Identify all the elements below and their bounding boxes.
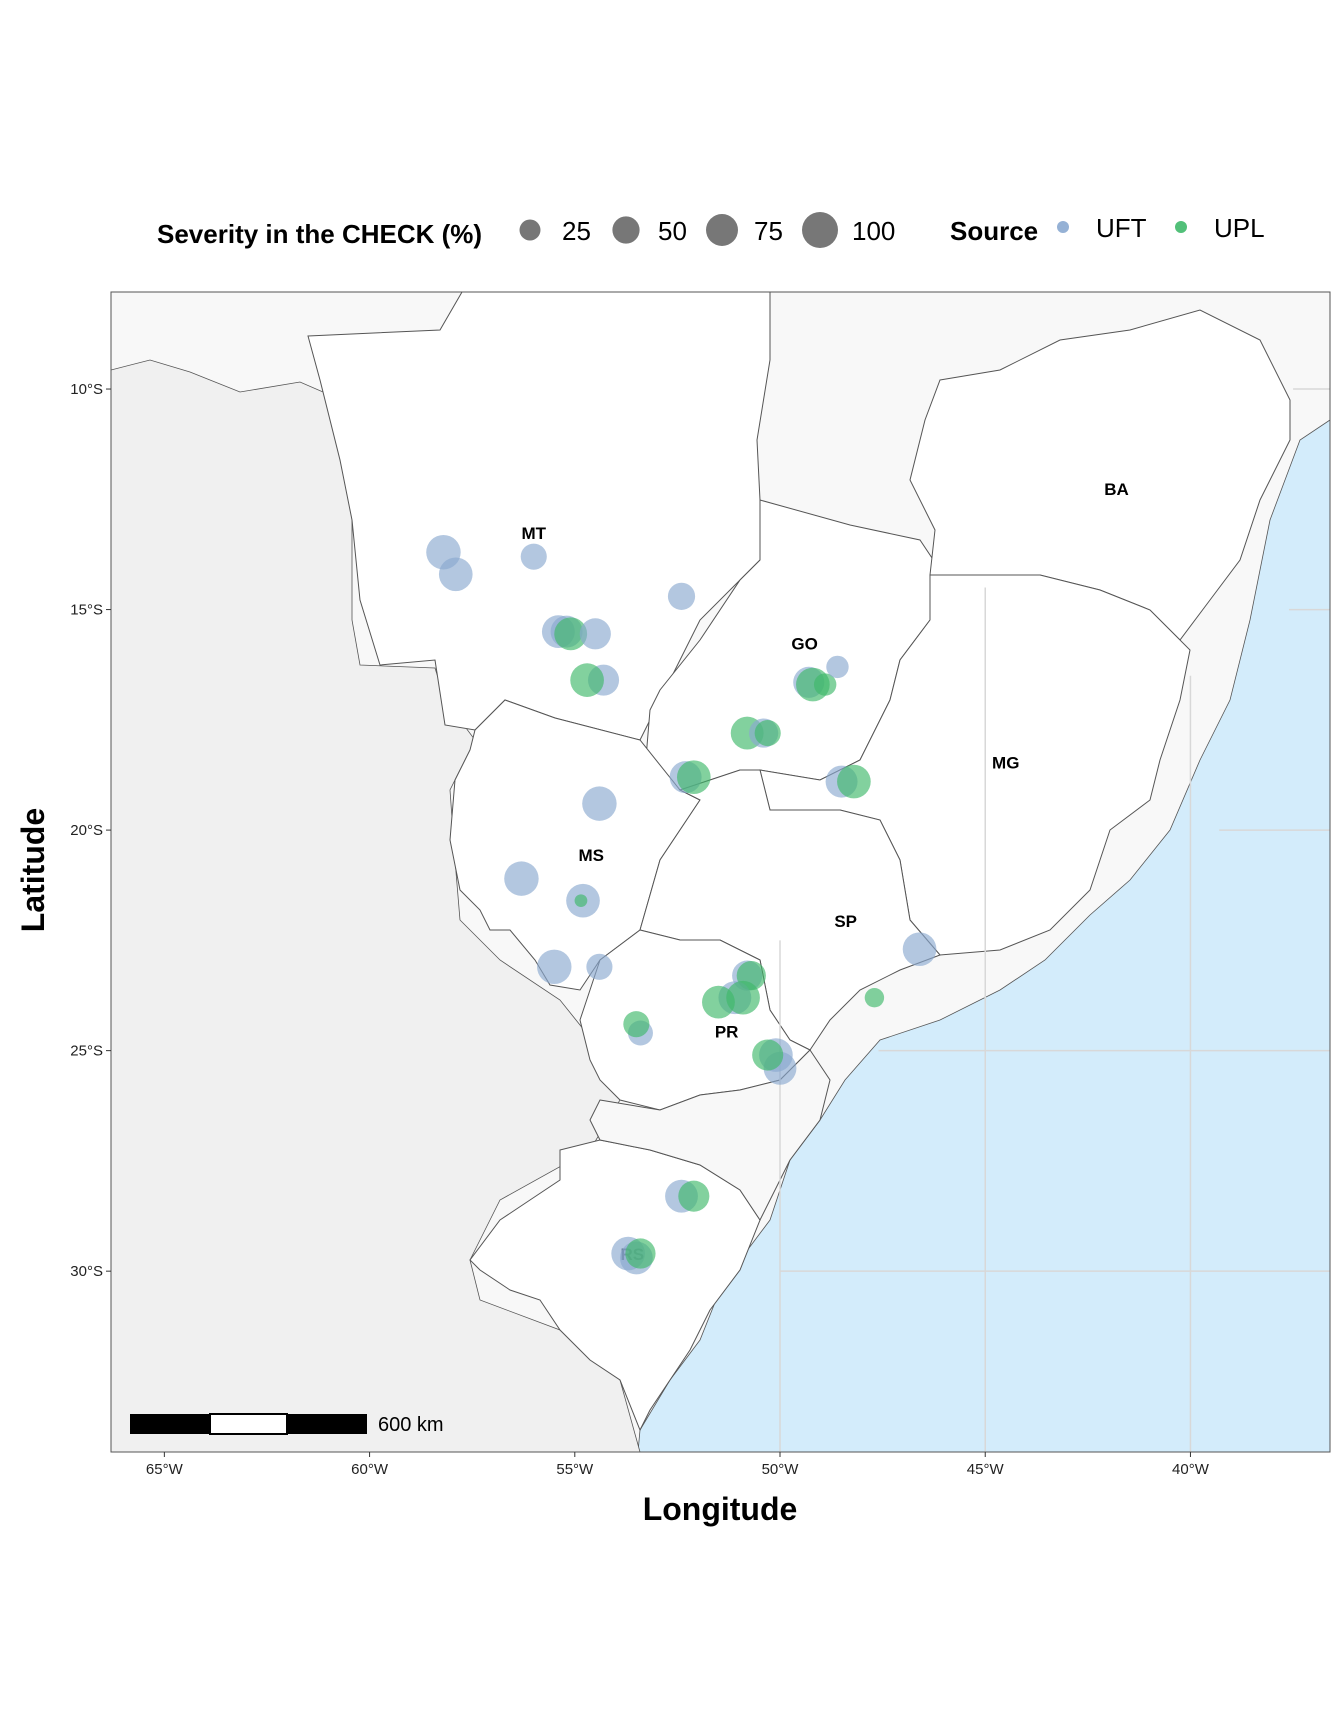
data-point-upl bbox=[554, 617, 588, 651]
data-point-upl bbox=[625, 1238, 656, 1269]
data-point-upl bbox=[726, 980, 760, 1015]
data-point-uft bbox=[586, 953, 613, 980]
legend-source-label-upl: UPL bbox=[1214, 213, 1265, 243]
data-point-upl bbox=[676, 760, 711, 795]
state-ba bbox=[909, 309, 1291, 641]
data-point-uft bbox=[438, 557, 473, 592]
state-label-sp: SP bbox=[834, 912, 857, 931]
data-point-uft bbox=[537, 949, 572, 985]
legend-size-label: 75 bbox=[754, 216, 783, 246]
x-tick-label: 40°W bbox=[1172, 1461, 1210, 1478]
data-point-upl bbox=[574, 894, 588, 908]
legend-source-key-upl bbox=[1175, 221, 1187, 233]
scale-bar: 600 km bbox=[130, 1413, 444, 1436]
y-axis-ticks: 10°S 15°S 20°S 25°S 30°S bbox=[70, 381, 111, 1280]
data-point-upl bbox=[678, 1180, 710, 1212]
y-tick-label: 15°S bbox=[70, 602, 103, 619]
scale-bar-segment-2 bbox=[209, 1413, 288, 1435]
legend-size-key bbox=[519, 219, 541, 241]
y-tick-label: 30°S bbox=[70, 1263, 103, 1280]
data-point-upl bbox=[570, 663, 604, 697]
state-ms bbox=[449, 699, 701, 991]
y-axis-title: Latitude bbox=[15, 808, 51, 932]
legend-source-label-uft: UFT bbox=[1096, 213, 1147, 243]
map-panel: MTGOBAMGMSSPPRRS 600 km bbox=[111, 292, 1330, 1452]
x-tick-label: 50°W bbox=[762, 1461, 800, 1478]
data-point-uft bbox=[520, 543, 547, 570]
legend-size-label: 100 bbox=[852, 216, 895, 246]
scale-bar-segment-3 bbox=[287, 1414, 367, 1434]
legend-size-key bbox=[802, 212, 838, 248]
data-point-uft bbox=[504, 861, 539, 896]
data-point-uft bbox=[582, 786, 617, 821]
legend-source-title: Source bbox=[950, 216, 1038, 246]
x-tick-label: 45°W bbox=[967, 1461, 1005, 1478]
grid-lines bbox=[779, 388, 1330, 1452]
scale-bar-segment-1 bbox=[130, 1414, 210, 1434]
legend-source-key-uft bbox=[1057, 221, 1069, 233]
data-point-upl bbox=[623, 1011, 650, 1038]
data-points bbox=[426, 534, 937, 1275]
data-point-upl bbox=[752, 1039, 784, 1071]
data-point-uft bbox=[579, 618, 611, 650]
x-axis-title: Longitude bbox=[643, 1491, 798, 1527]
legend-size-label: 25 bbox=[562, 216, 591, 246]
x-axis-ticks: 65°W 60°W 55°W 50°W 45°W 40°W bbox=[146, 1452, 1210, 1478]
state-label-pr: PR bbox=[715, 1022, 739, 1041]
legend: Severity in the CHECK (%) 25 50 75 100 Sour… bbox=[157, 212, 1265, 249]
legend-size-title: Severity in the CHECK (%) bbox=[157, 219, 482, 249]
data-point-upl bbox=[837, 764, 871, 799]
x-tick-label: 60°W bbox=[351, 1461, 389, 1478]
state-label-ba: BA bbox=[1104, 480, 1129, 499]
y-tick-label: 10°S bbox=[70, 381, 103, 398]
data-point-uft bbox=[826, 655, 849, 679]
x-tick-label: 55°W bbox=[556, 1461, 594, 1478]
data-point-uft bbox=[902, 932, 937, 967]
legend-size-key bbox=[612, 216, 640, 244]
state-label-ms: MS bbox=[578, 846, 604, 865]
data-point-upl bbox=[864, 987, 885, 1008]
x-tick-label: 65°W bbox=[146, 1461, 184, 1478]
legend-size-key bbox=[706, 214, 738, 246]
data-point-upl bbox=[754, 720, 781, 747]
y-tick-label: 20°S bbox=[70, 822, 103, 839]
data-point-upl bbox=[813, 673, 837, 696]
state-label-go: GO bbox=[791, 634, 817, 653]
panel-border bbox=[110, 291, 1331, 1453]
legend-size-label: 50 bbox=[658, 216, 687, 246]
state-label-mt: MT bbox=[521, 524, 546, 543]
scale-bar-label: 600 km bbox=[378, 1414, 444, 1436]
data-point-upl bbox=[702, 985, 735, 1019]
legend-size-items: 25 50 75 100 bbox=[519, 212, 895, 248]
state-sc bbox=[589, 1049, 831, 1221]
y-tick-label: 25°S bbox=[70, 1043, 103, 1060]
data-point-uft bbox=[667, 582, 696, 610]
land-west-countries bbox=[111, 359, 641, 1452]
legend-source-items: UFT UPL bbox=[1057, 213, 1265, 243]
state-label-mg: MG bbox=[992, 753, 1019, 772]
